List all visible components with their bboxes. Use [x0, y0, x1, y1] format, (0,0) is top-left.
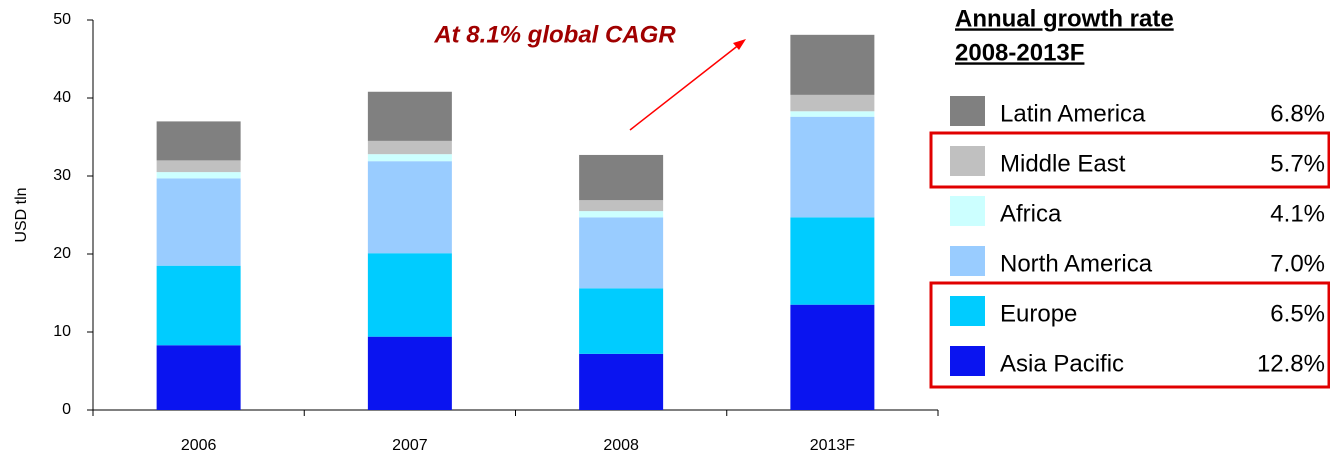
legend-growth: 6.5%: [1270, 300, 1325, 327]
legend-swatch: [950, 196, 985, 226]
bar-segment: [790, 34, 875, 95]
bar-segment: [579, 154, 664, 201]
bar-segment: [579, 211, 664, 218]
y-tick-label: 10: [53, 323, 71, 340]
bar-segment: [790, 304, 875, 410]
bar-segment: [156, 121, 241, 161]
bar-segment: [367, 140, 452, 155]
legend-title: Annual growth rate: [955, 5, 1174, 32]
y-tick-label: 50: [53, 11, 71, 28]
bar-segment: [156, 345, 241, 410]
legend-growth: 12.8%: [1257, 350, 1325, 377]
bar-segment: [156, 172, 241, 179]
legend-growth: 6.8%: [1270, 100, 1325, 127]
bar-segment: [367, 154, 452, 162]
highlight-box: [929, 281, 1330, 389]
bar-segment: [790, 116, 875, 218]
annotation: At 8.1% global CAGR: [433, 21, 676, 48]
x-tick-label: 2013F: [810, 437, 856, 454]
y-axis-label: USD tln: [13, 187, 30, 242]
legend-growth: 5.7%: [1270, 150, 1325, 177]
legend-swatch: [950, 346, 985, 376]
y-tick-label: 20: [53, 245, 71, 262]
bar-segment: [156, 178, 241, 266]
bar-segment: [790, 94, 875, 112]
legend-growth: 7.0%: [1270, 250, 1325, 277]
highlight-box: [929, 131, 1330, 189]
arrow-head: [733, 39, 746, 50]
bar-segment: [579, 288, 664, 354]
legend-label: Latin America: [1000, 100, 1146, 127]
legend-label: Middle East: [1000, 150, 1126, 177]
bar-segment: [367, 91, 452, 141]
bar-segment: [156, 265, 241, 346]
y-tick-label: 0: [62, 401, 71, 418]
bar-segment: [790, 217, 875, 305]
legend-swatch: [950, 96, 985, 126]
legend-label: Asia Pacific: [1000, 350, 1124, 377]
legend-swatch: [950, 246, 985, 276]
legend-label: Africa: [1000, 200, 1062, 227]
legend-swatch: [950, 296, 985, 326]
bar-segment: [367, 336, 452, 410]
legend-growth: 4.1%: [1270, 200, 1325, 227]
x-tick-label: 2007: [392, 437, 428, 454]
bar-segment: [579, 200, 664, 212]
annotation-arrow: [629, 43, 741, 131]
bar-segment: [579, 353, 664, 410]
bar-segment: [790, 111, 875, 117]
x-tick-label: 2008: [603, 437, 639, 454]
bar-segment: [579, 217, 664, 289]
x-tick-label: 2006: [181, 437, 217, 454]
legend-label: North America: [1000, 250, 1153, 277]
bar-segment: [367, 161, 452, 254]
legend-swatch: [950, 146, 985, 176]
legend-label: Europe: [1000, 300, 1077, 327]
bar-segment: [156, 160, 241, 173]
y-tick-label: 40: [53, 89, 71, 106]
y-tick-label: 30: [53, 167, 71, 184]
bar-segment: [367, 253, 452, 337]
legend-title: 2008-2013F: [955, 39, 1084, 66]
